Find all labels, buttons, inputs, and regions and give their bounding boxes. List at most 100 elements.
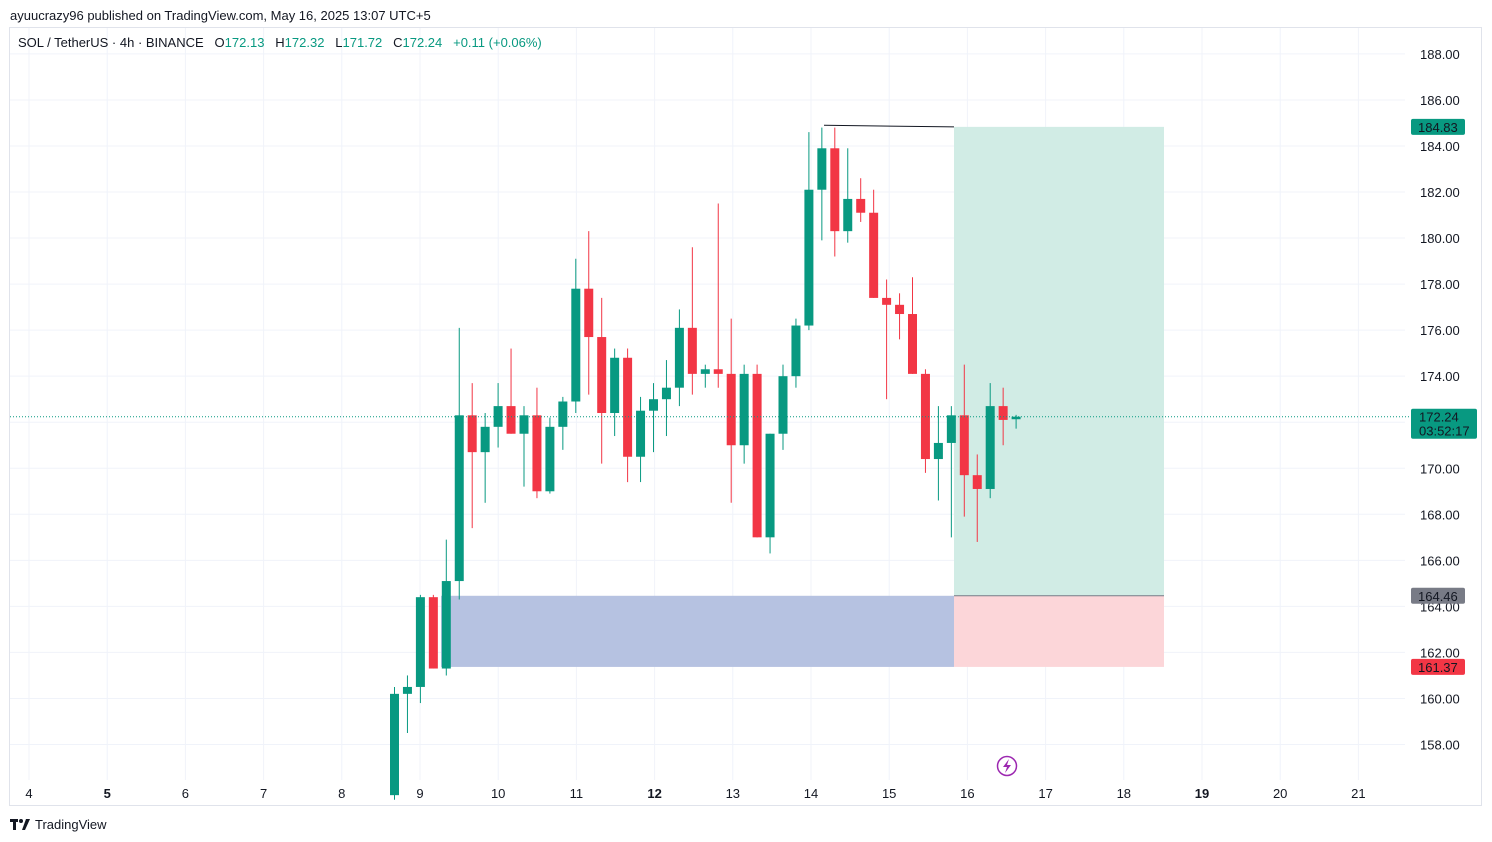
candle-body[interactable] <box>623 357 633 457</box>
x-tick-label: 15 <box>882 786 896 801</box>
chart-frame <box>9 27 1482 806</box>
candle-body[interactable] <box>390 693 399 796</box>
lightning-icon-glyph <box>1003 759 1011 773</box>
y-tick-label: 170.00 <box>1420 461 1460 476</box>
x-tick-label: 5 <box>104 786 111 801</box>
y-tick-label: 158.00 <box>1420 738 1460 753</box>
candle-body[interactable] <box>856 198 866 213</box>
x-tick-label: 14 <box>804 786 818 801</box>
target-price-label: 184.83 <box>1418 120 1458 135</box>
high-trend-line[interactable] <box>823 124 955 128</box>
candle-body[interactable] <box>402 686 412 694</box>
x-tick-label: 11 <box>570 786 584 801</box>
candle-body[interactable] <box>687 327 697 374</box>
tradingview-logo-icon <box>10 818 30 830</box>
candle-body[interactable] <box>739 373 749 446</box>
candle-body[interactable] <box>726 373 736 446</box>
y-tick-label: 182.00 <box>1420 185 1460 200</box>
candle-body[interactable] <box>597 337 607 414</box>
x-tick-label: 10 <box>491 786 505 801</box>
candle-body[interactable] <box>636 410 646 457</box>
footer-brand-text: TradingView <box>35 817 107 832</box>
y-tick-label: 174.00 <box>1420 369 1460 384</box>
candle-body[interactable] <box>571 288 581 402</box>
candle-body[interactable] <box>441 581 451 669</box>
candle-body[interactable] <box>895 304 905 315</box>
candle-body[interactable] <box>752 373 762 538</box>
candle-body[interactable] <box>817 148 827 190</box>
x-tick-label: 19 <box>1195 786 1209 801</box>
candle-body[interactable] <box>454 415 464 582</box>
position-stop-zone[interactable] <box>954 595 1164 667</box>
candle-body[interactable] <box>480 426 490 453</box>
candle-body[interactable] <box>959 415 969 476</box>
y-tick-label: 184.00 <box>1420 139 1460 154</box>
candle-body[interactable] <box>584 288 594 338</box>
change-value: +0.11 (+0.06%) <box>453 35 542 50</box>
close-value: 172.24 <box>402 35 443 50</box>
candle-body[interactable] <box>700 369 710 374</box>
candle-body[interactable] <box>493 406 503 427</box>
symbol-legend: SOL / TetherUS · 4h · BINANCE O172.13 H1… <box>18 35 542 50</box>
entry-price-label-bg <box>1411 587 1465 604</box>
symbol-title[interactable]: SOL / TetherUS · 4h · BINANCE <box>18 35 204 50</box>
candle-body[interactable] <box>661 387 671 400</box>
candle-body[interactable] <box>998 406 1008 420</box>
candle-body[interactable] <box>674 327 684 388</box>
high-value: 172.32 <box>284 35 325 50</box>
last-price-label: 172.24 <box>1419 410 1459 425</box>
candle-body[interactable] <box>933 442 943 460</box>
low-label: L <box>335 35 343 50</box>
candle-body[interactable] <box>532 415 542 492</box>
candle-body[interactable] <box>843 198 853 232</box>
y-tick-label: 178.00 <box>1420 277 1460 292</box>
position-target-zone[interactable] <box>954 126 1164 596</box>
x-tick-label: 6 <box>182 786 189 801</box>
candle-body[interactable] <box>765 433 775 538</box>
candle-body[interactable] <box>830 148 840 232</box>
candle-body[interactable] <box>908 314 917 374</box>
candle-body[interactable] <box>946 415 956 443</box>
candle-body[interactable] <box>985 406 995 489</box>
x-tick-label: 13 <box>726 786 740 801</box>
candle-body[interactable] <box>558 401 568 427</box>
candle-body[interactable] <box>467 415 477 453</box>
candle-body[interactable] <box>882 297 892 305</box>
candle-body[interactable] <box>869 212 879 298</box>
candle-body[interactable] <box>804 189 814 326</box>
close-label: C <box>393 35 403 50</box>
candle-body[interactable] <box>428 597 438 669</box>
x-tick-label: 20 <box>1273 786 1287 801</box>
x-tick-label: 21 <box>1351 786 1365 801</box>
x-tick-label: 16 <box>960 786 974 801</box>
y-tick-label: 180.00 <box>1420 231 1460 246</box>
y-tick-label: 168.00 <box>1420 507 1460 522</box>
x-tick-label: 17 <box>1038 786 1052 801</box>
footer-brand[interactable]: TradingView <box>10 817 107 832</box>
y-tick-label: 186.00 <box>1420 93 1460 108</box>
candle-body[interactable] <box>519 415 529 434</box>
candle-body[interactable] <box>778 376 788 434</box>
x-tick-label: 8 <box>338 786 345 801</box>
demand-zone[interactable] <box>441 595 954 667</box>
candle-body[interactable] <box>1011 416 1021 420</box>
candle-body[interactable] <box>713 369 723 374</box>
candle-body[interactable] <box>545 426 555 492</box>
x-tick-label: 12 <box>647 786 661 801</box>
entry-price-label: 164.46 <box>1418 589 1458 604</box>
high-label: H <box>275 35 285 50</box>
lightning-icon[interactable] <box>996 755 1018 777</box>
open-value: 172.13 <box>224 35 265 50</box>
candle-body[interactable] <box>972 475 982 489</box>
candle-body[interactable] <box>415 597 425 687</box>
candle-body[interactable] <box>506 406 516 434</box>
candle-body[interactable] <box>610 357 620 414</box>
last-price-label-bg <box>1411 408 1477 439</box>
candle-body[interactable] <box>649 399 658 411</box>
x-tick-label: 9 <box>416 786 423 801</box>
x-tick-label: 4 <box>25 786 32 801</box>
candle-body[interactable] <box>791 325 801 377</box>
stop-price-label-bg <box>1411 658 1465 675</box>
stop-price-label: 161.37 <box>1418 660 1458 675</box>
